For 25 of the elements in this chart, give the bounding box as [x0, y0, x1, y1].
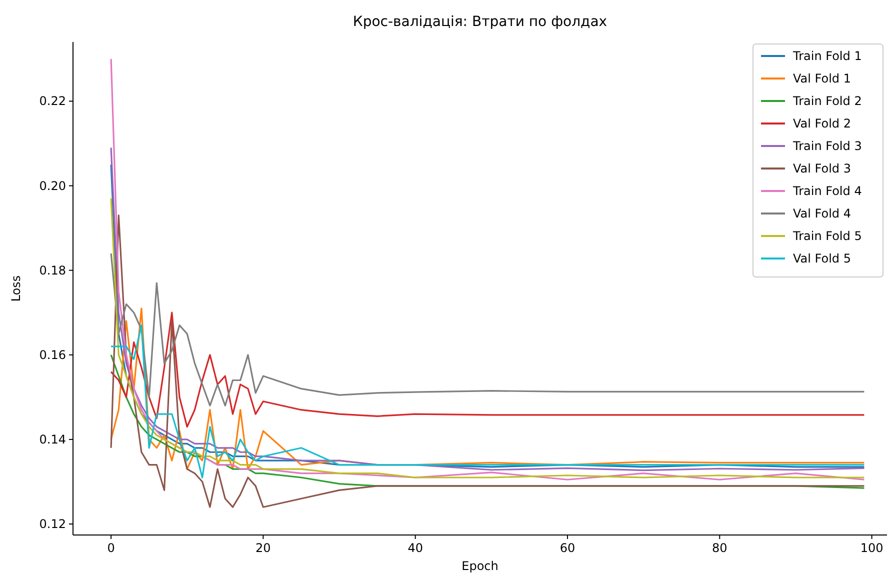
y-tick-label: 0.14: [39, 432, 66, 446]
x-axis-title: Epoch: [462, 559, 498, 573]
chart-title: Крос-валідація: Втрати по фолдах: [352, 14, 608, 30]
y-axis-title: Loss: [9, 275, 23, 302]
y-tick-label: 0.22: [39, 94, 66, 108]
legend-label: Train Fold 5: [792, 229, 862, 243]
legend-label: Train Fold 2: [792, 94, 862, 108]
y-tick-label: 0.18: [39, 263, 66, 278]
legend-label: Val Fold 1: [793, 72, 851, 86]
x-tick-label: 80: [712, 541, 728, 555]
legend-label: Train Fold 3: [792, 139, 862, 153]
y-tick-label: 0.12: [39, 517, 66, 532]
legend-label: Val Fold 5: [793, 252, 851, 266]
legend-label: Val Fold 2: [793, 116, 851, 130]
legend-label: Train Fold 1: [792, 49, 862, 63]
y-tick-label: 0.20: [39, 178, 66, 193]
legend-label: Train Fold 4: [792, 184, 862, 198]
x-tick-label: 60: [560, 541, 576, 555]
legend-label: Val Fold 3: [793, 162, 851, 176]
x-tick-label: 100: [860, 541, 884, 555]
x-tick-label: 40: [408, 541, 423, 555]
legend-label: Val Fold 4: [793, 206, 851, 220]
x-tick-label: 20: [256, 541, 271, 555]
y-tick-label: 0.16: [39, 348, 66, 362]
x-tick-label: 0: [107, 541, 115, 555]
